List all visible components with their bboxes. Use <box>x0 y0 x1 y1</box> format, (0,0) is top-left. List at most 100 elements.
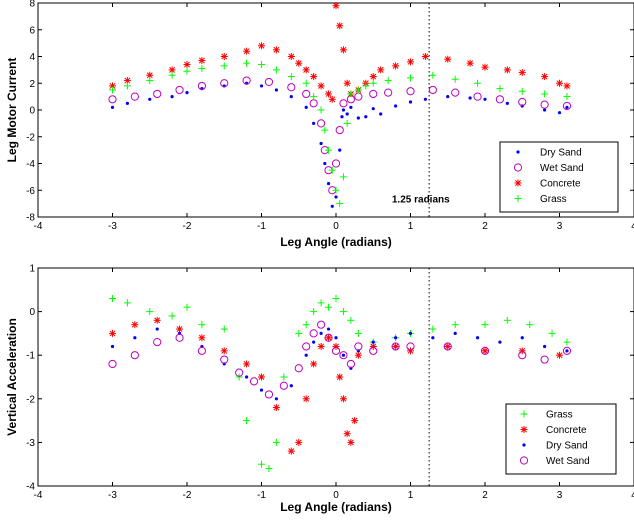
data-point <box>347 90 355 98</box>
data-point <box>343 119 351 127</box>
data-point <box>394 104 398 108</box>
data-point <box>520 336 524 340</box>
data-point <box>408 100 413 104</box>
data-point <box>503 316 511 324</box>
x-tick-label: -1 <box>257 221 266 232</box>
data-point <box>153 338 162 347</box>
data-point <box>279 381 288 390</box>
data-point <box>272 66 280 74</box>
data-point <box>317 320 326 329</box>
data-point <box>496 85 504 93</box>
data-point <box>351 417 359 425</box>
current-x-ticks: -4 -3 -2 -1 0 1 2 3 4 <box>34 3 634 232</box>
x-tick-label: -3 <box>108 490 117 501</box>
data-point <box>356 116 360 120</box>
legend-label: Concrete <box>546 425 587 436</box>
data-point <box>339 395 347 403</box>
data-point <box>443 342 452 351</box>
data-point <box>562 101 572 111</box>
y-tick-label: 0 <box>29 106 35 117</box>
series-concrete <box>109 2 571 103</box>
legend-label: Grass <box>540 194 567 205</box>
legend-marker <box>516 150 520 154</box>
data-point <box>259 388 264 392</box>
data-point <box>242 76 251 85</box>
data-point <box>495 95 504 104</box>
data-point <box>170 95 174 99</box>
legend-label: Grass <box>546 410 573 421</box>
y-tick-label: 4 <box>29 52 35 63</box>
data-point <box>408 331 413 335</box>
data-point <box>175 85 184 95</box>
data-point <box>274 397 278 401</box>
x-tick-label: -4 <box>34 490 43 501</box>
data-point <box>562 346 572 355</box>
data-point <box>369 342 377 350</box>
data-point <box>153 316 161 324</box>
data-point <box>110 105 115 109</box>
x-tick-label: 4 <box>631 490 634 501</box>
x-tick-label: 0 <box>333 490 339 501</box>
series-grass <box>109 295 571 473</box>
data-point <box>323 161 327 166</box>
legend-marker <box>519 456 529 465</box>
data-point <box>332 186 340 194</box>
data-point <box>220 79 229 88</box>
legend-label: Concrete <box>540 179 581 190</box>
data-point <box>444 342 452 350</box>
x-tick-label: -4 <box>34 221 43 232</box>
data-point <box>498 340 502 344</box>
data-point <box>362 82 370 90</box>
data-point <box>175 333 184 342</box>
data-point <box>148 97 152 101</box>
data-point <box>198 57 206 65</box>
data-point <box>319 141 323 146</box>
data-point <box>540 100 549 109</box>
data-point <box>168 312 176 320</box>
data-point <box>131 321 139 329</box>
legend-marker <box>522 443 526 447</box>
data-point <box>391 342 400 351</box>
y-tick-label: -4 <box>26 482 35 493</box>
data-point <box>295 59 303 67</box>
data-point <box>321 126 329 134</box>
data-point <box>146 77 154 85</box>
data-point <box>272 438 280 446</box>
y-tick-label: -2 <box>26 132 35 143</box>
y-tick-label: -4 <box>26 159 35 170</box>
data-point <box>289 95 293 99</box>
data-point <box>384 77 392 85</box>
data-point <box>265 465 273 473</box>
data-point <box>336 200 344 208</box>
data-point <box>334 336 338 340</box>
data-point <box>339 46 347 54</box>
data-point <box>339 351 348 360</box>
legend-marker <box>513 163 523 172</box>
data-point <box>331 346 341 355</box>
acceleration-chart: -4 -3 -2 -1 0 1 2 3 4 -4 -3 -2 -1 0 1 Leg Angle (radi… <box>5 264 634 514</box>
current-x-axis-label: Leg Angle (radians) <box>280 235 392 249</box>
data-point <box>347 438 355 446</box>
data-point <box>317 106 325 114</box>
data-point <box>451 321 459 329</box>
y-tick-label: -2 <box>26 394 35 405</box>
data-point <box>473 92 482 101</box>
data-point <box>347 316 355 324</box>
data-point <box>503 66 511 74</box>
data-point <box>258 460 265 468</box>
series-wet-sand <box>108 76 572 195</box>
y-tick-label: 0 <box>29 307 35 318</box>
legend-label: Wet Sand <box>540 163 584 174</box>
data-point <box>243 47 251 55</box>
data-point <box>304 353 308 357</box>
data-point <box>541 90 549 98</box>
current-y-ticks: -8 -6 -4 -2 0 2 4 6 8 <box>26 0 634 224</box>
data-point <box>423 97 427 101</box>
data-point <box>324 333 333 342</box>
data-point <box>130 92 139 101</box>
data-point <box>168 66 176 74</box>
data-point <box>331 159 341 168</box>
data-point <box>369 79 377 87</box>
data-point <box>338 148 342 152</box>
data-point <box>325 334 333 342</box>
